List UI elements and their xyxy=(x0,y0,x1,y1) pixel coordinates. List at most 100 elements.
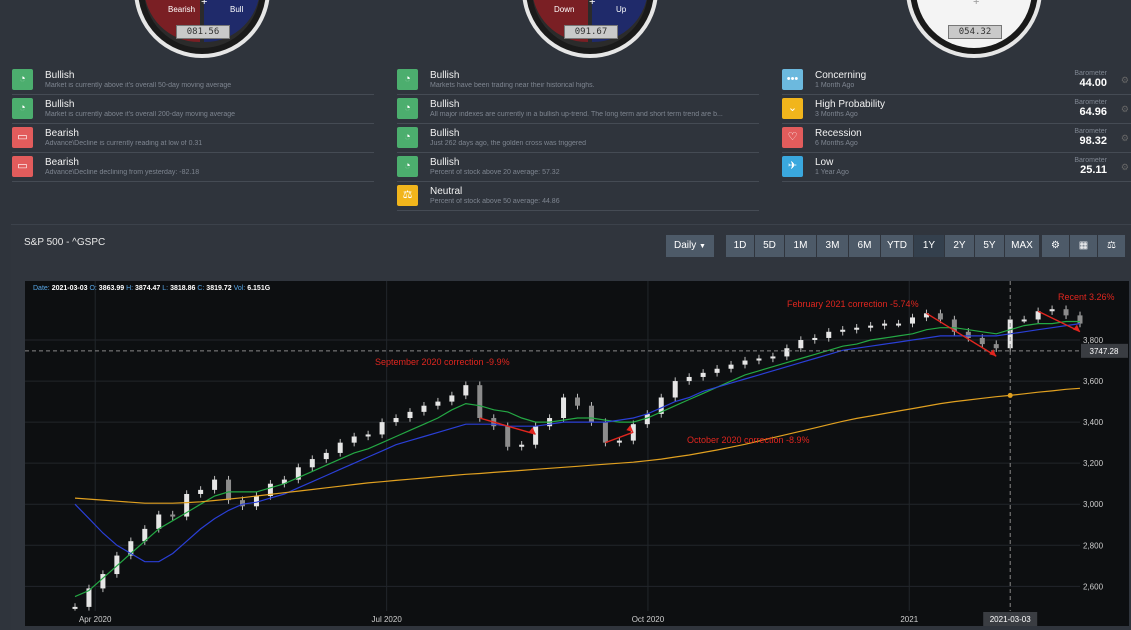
candle-body xyxy=(798,340,804,349)
gear-icon[interactable]: ⚙ xyxy=(1120,104,1129,114)
candle-body xyxy=(309,459,315,468)
candle-body xyxy=(602,422,608,443)
range-button-6m[interactable]: 6M xyxy=(849,235,880,257)
settings-icon[interactable]: ⚙ xyxy=(1042,235,1069,257)
range-button-ytd[interactable]: YTD xyxy=(881,235,913,257)
candle-body xyxy=(281,479,287,484)
range-button-2y[interactable]: 2Y xyxy=(945,235,974,257)
signal-description: Advance\Decline is currently reading at … xyxy=(45,140,203,147)
signal-item[interactable]: ◔ Bullish Just 262 days ago, the golden … xyxy=(397,124,759,153)
barometer-value-block: Barometer 98.32 xyxy=(1074,128,1107,147)
signal-item[interactable]: ◔ Bullish Market is currently above it's… xyxy=(12,66,374,95)
candle-body xyxy=(1035,311,1041,320)
high-value: 3874.47 xyxy=(135,285,161,292)
correction-arrow xyxy=(1037,310,1081,333)
candle-body xyxy=(198,489,204,494)
signal-item[interactable]: ◔ Bullish Percent of stock above 20 aver… xyxy=(397,153,759,182)
signal-description: Market is currently above it's overall 2… xyxy=(45,111,236,118)
signal-item[interactable]: ⚖ Neutral Percent of stock above 50 aver… xyxy=(397,182,759,211)
range-button-1d[interactable]: 1D xyxy=(726,235,754,257)
candle-body xyxy=(616,440,622,443)
signal-item[interactable]: ◔ Bullish Market is currently above it's… xyxy=(12,95,374,124)
arrowhead-icon xyxy=(528,427,536,435)
candle-body xyxy=(840,329,846,332)
gauge-icon: ◔ xyxy=(12,98,33,119)
candle-body xyxy=(658,397,664,414)
candle-body xyxy=(519,444,525,447)
signal-item[interactable]: ◔ Bullish Markets have been trading near… xyxy=(397,66,759,95)
barometer-item[interactable]: ♡ Recession 6 Months Ago Barometer 98.32… xyxy=(782,124,1131,153)
x-tick-label: 2021 xyxy=(900,615,918,624)
gear-icon[interactable]: ⚙ xyxy=(1120,162,1129,172)
price-chart[interactable]: Date: 2021-03-03 O: 3863.99 H: 3874.47 L… xyxy=(25,281,1129,626)
barometer-period: 6 Months Ago xyxy=(815,140,858,147)
crosshair-price-box xyxy=(1081,343,1128,358)
gauge-readout: 081.56 xyxy=(176,25,230,39)
barometer-item[interactable]: ••• Concerning 1 Month Ago Barometer 44.… xyxy=(782,66,1131,95)
signal-description: Advance\Decline declining from yesterday… xyxy=(45,169,200,176)
range-button-max[interactable]: MAX xyxy=(1005,235,1039,257)
volume-value: 6.151G xyxy=(247,285,271,292)
low-value: 3818.86 xyxy=(170,285,196,292)
candle-body xyxy=(784,348,790,357)
ma200-marker xyxy=(1007,392,1013,398)
gauge-icon: ◔ xyxy=(397,98,418,119)
range-button-1m[interactable]: 1M xyxy=(785,235,816,257)
candle-body xyxy=(742,360,748,365)
x-tick-label: Oct 2020 xyxy=(632,615,665,624)
gear-icon[interactable]: ⚙ xyxy=(1120,133,1129,143)
interval-dropdown[interactable]: Daily ▼ xyxy=(666,235,714,257)
candle-body xyxy=(184,493,190,517)
barometer-label: Barometer xyxy=(1074,70,1107,77)
range-button-5d[interactable]: 5D xyxy=(755,235,784,257)
candle-body xyxy=(770,356,776,359)
y-tick-label: 3,800 xyxy=(1083,336,1104,345)
signals-column-moving-averages: ◔ Bullish Market is currently above it's… xyxy=(12,66,374,182)
balance-icon: ⚖ xyxy=(397,185,418,206)
barometer-period: 3 Months Ago xyxy=(815,111,858,118)
calculator-icon[interactable]: ▦ xyxy=(1070,235,1097,257)
barometer-period: 1 Year Ago xyxy=(815,169,849,176)
market-trend-gauge: Down + Up 091.67 xyxy=(522,0,658,58)
signal-item[interactable]: ▭ Bearish Advance\Decline is currently r… xyxy=(12,124,374,153)
candle-body xyxy=(156,514,162,529)
gauge-icon: ◔ xyxy=(397,156,418,177)
barometer-value: 25.11 xyxy=(1080,164,1107,176)
range-button-1y[interactable]: 1Y xyxy=(914,235,944,257)
market-sentiment-gauge: Bearish + Bull 081.56 xyxy=(134,0,270,58)
range-button-3m[interactable]: 3M xyxy=(817,235,848,257)
crosshair-price-label: 3747.28 xyxy=(1090,347,1119,356)
signal-title: Bullish xyxy=(45,70,75,81)
open-value: 3863.99 xyxy=(98,285,125,292)
gear-icon[interactable]: ⚙ xyxy=(1120,75,1129,85)
signal-title: Bullish xyxy=(430,70,460,81)
candle-body xyxy=(1077,315,1083,324)
volume-label: Vol: xyxy=(233,285,246,292)
signal-item[interactable]: ▭ Bearish Advance\Decline declining from… xyxy=(12,153,374,182)
signal-item[interactable]: ◔ Bullish All major indexes are currentl… xyxy=(397,95,759,124)
candle-body xyxy=(86,588,92,607)
range-button-5y[interactable]: 5Y xyxy=(975,235,1004,257)
gauge-icon: ◔ xyxy=(397,127,418,148)
signal-title: Bearish xyxy=(45,128,79,139)
candle-body xyxy=(253,496,259,507)
gauge-center-mark: + xyxy=(201,0,208,8)
ohlc-info-bar: Date: 2021-03-03 O: 3863.99 H: 3874.47 L… xyxy=(33,285,270,292)
scale-icon[interactable]: ⚖ xyxy=(1098,235,1125,257)
barometer-value: 98.32 xyxy=(1079,135,1107,147)
signal-description: Percent of stock above 20 average: 57.32 xyxy=(430,169,560,176)
barometer-title: High Probability xyxy=(815,99,886,110)
y-tick-label: 2,600 xyxy=(1083,582,1104,591)
correction-annotation: February 2021 correction -5.74% xyxy=(787,299,919,309)
correction-arrow xyxy=(605,431,634,444)
barometer-item[interactable]: ⌄ High Probability 3 Months Ago Baromete… xyxy=(782,95,1131,124)
correction-arrow xyxy=(926,312,997,357)
candle-body xyxy=(128,541,134,556)
barometer-title: Low xyxy=(815,157,834,168)
candle-body xyxy=(588,405,594,423)
candle-body xyxy=(100,574,106,589)
candle-body xyxy=(212,479,218,490)
barometer-item[interactable]: ✈ Low 1 Year Ago Barometer 25.11 ⚙ xyxy=(782,153,1131,182)
candle-body xyxy=(644,413,650,425)
signal-title: Bullish xyxy=(430,157,460,168)
